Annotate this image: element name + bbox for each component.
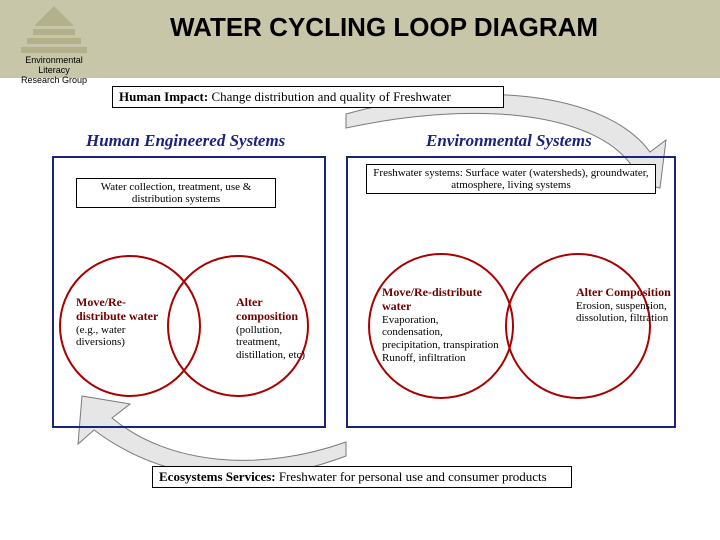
page-title: WATER CYCLING LOOP DIAGRAM — [170, 12, 598, 43]
header-band: Environmental LiteracyResearch Group WAT… — [0, 0, 720, 78]
right-circle-2 — [506, 254, 650, 398]
left-label-move: Move/Re-distribute water (e.g., water di… — [76, 296, 172, 349]
left-label-alter: Alter composition (pollution, treatment,… — [236, 296, 326, 362]
logo-bars-icon — [14, 29, 94, 53]
org-logo: Environmental LiteracyResearch Group — [14, 6, 94, 86]
logo-pyramid-icon — [34, 6, 74, 26]
right-label-move-2: Runoff, infiltration — [382, 352, 482, 365]
right-label-move: Move/Re-distribute water Evaporation, co… — [382, 286, 502, 352]
diagram-stage: Human Impact: Change distribution and qu… — [46, 86, 686, 526]
org-name: Environmental LiteracyResearch Group — [14, 56, 94, 86]
ecosystem-services-box: Ecosystems Services: Freshwater for pers… — [152, 466, 572, 488]
right-label-alter: Alter Composition Erosion, suspension, d… — [576, 286, 676, 325]
